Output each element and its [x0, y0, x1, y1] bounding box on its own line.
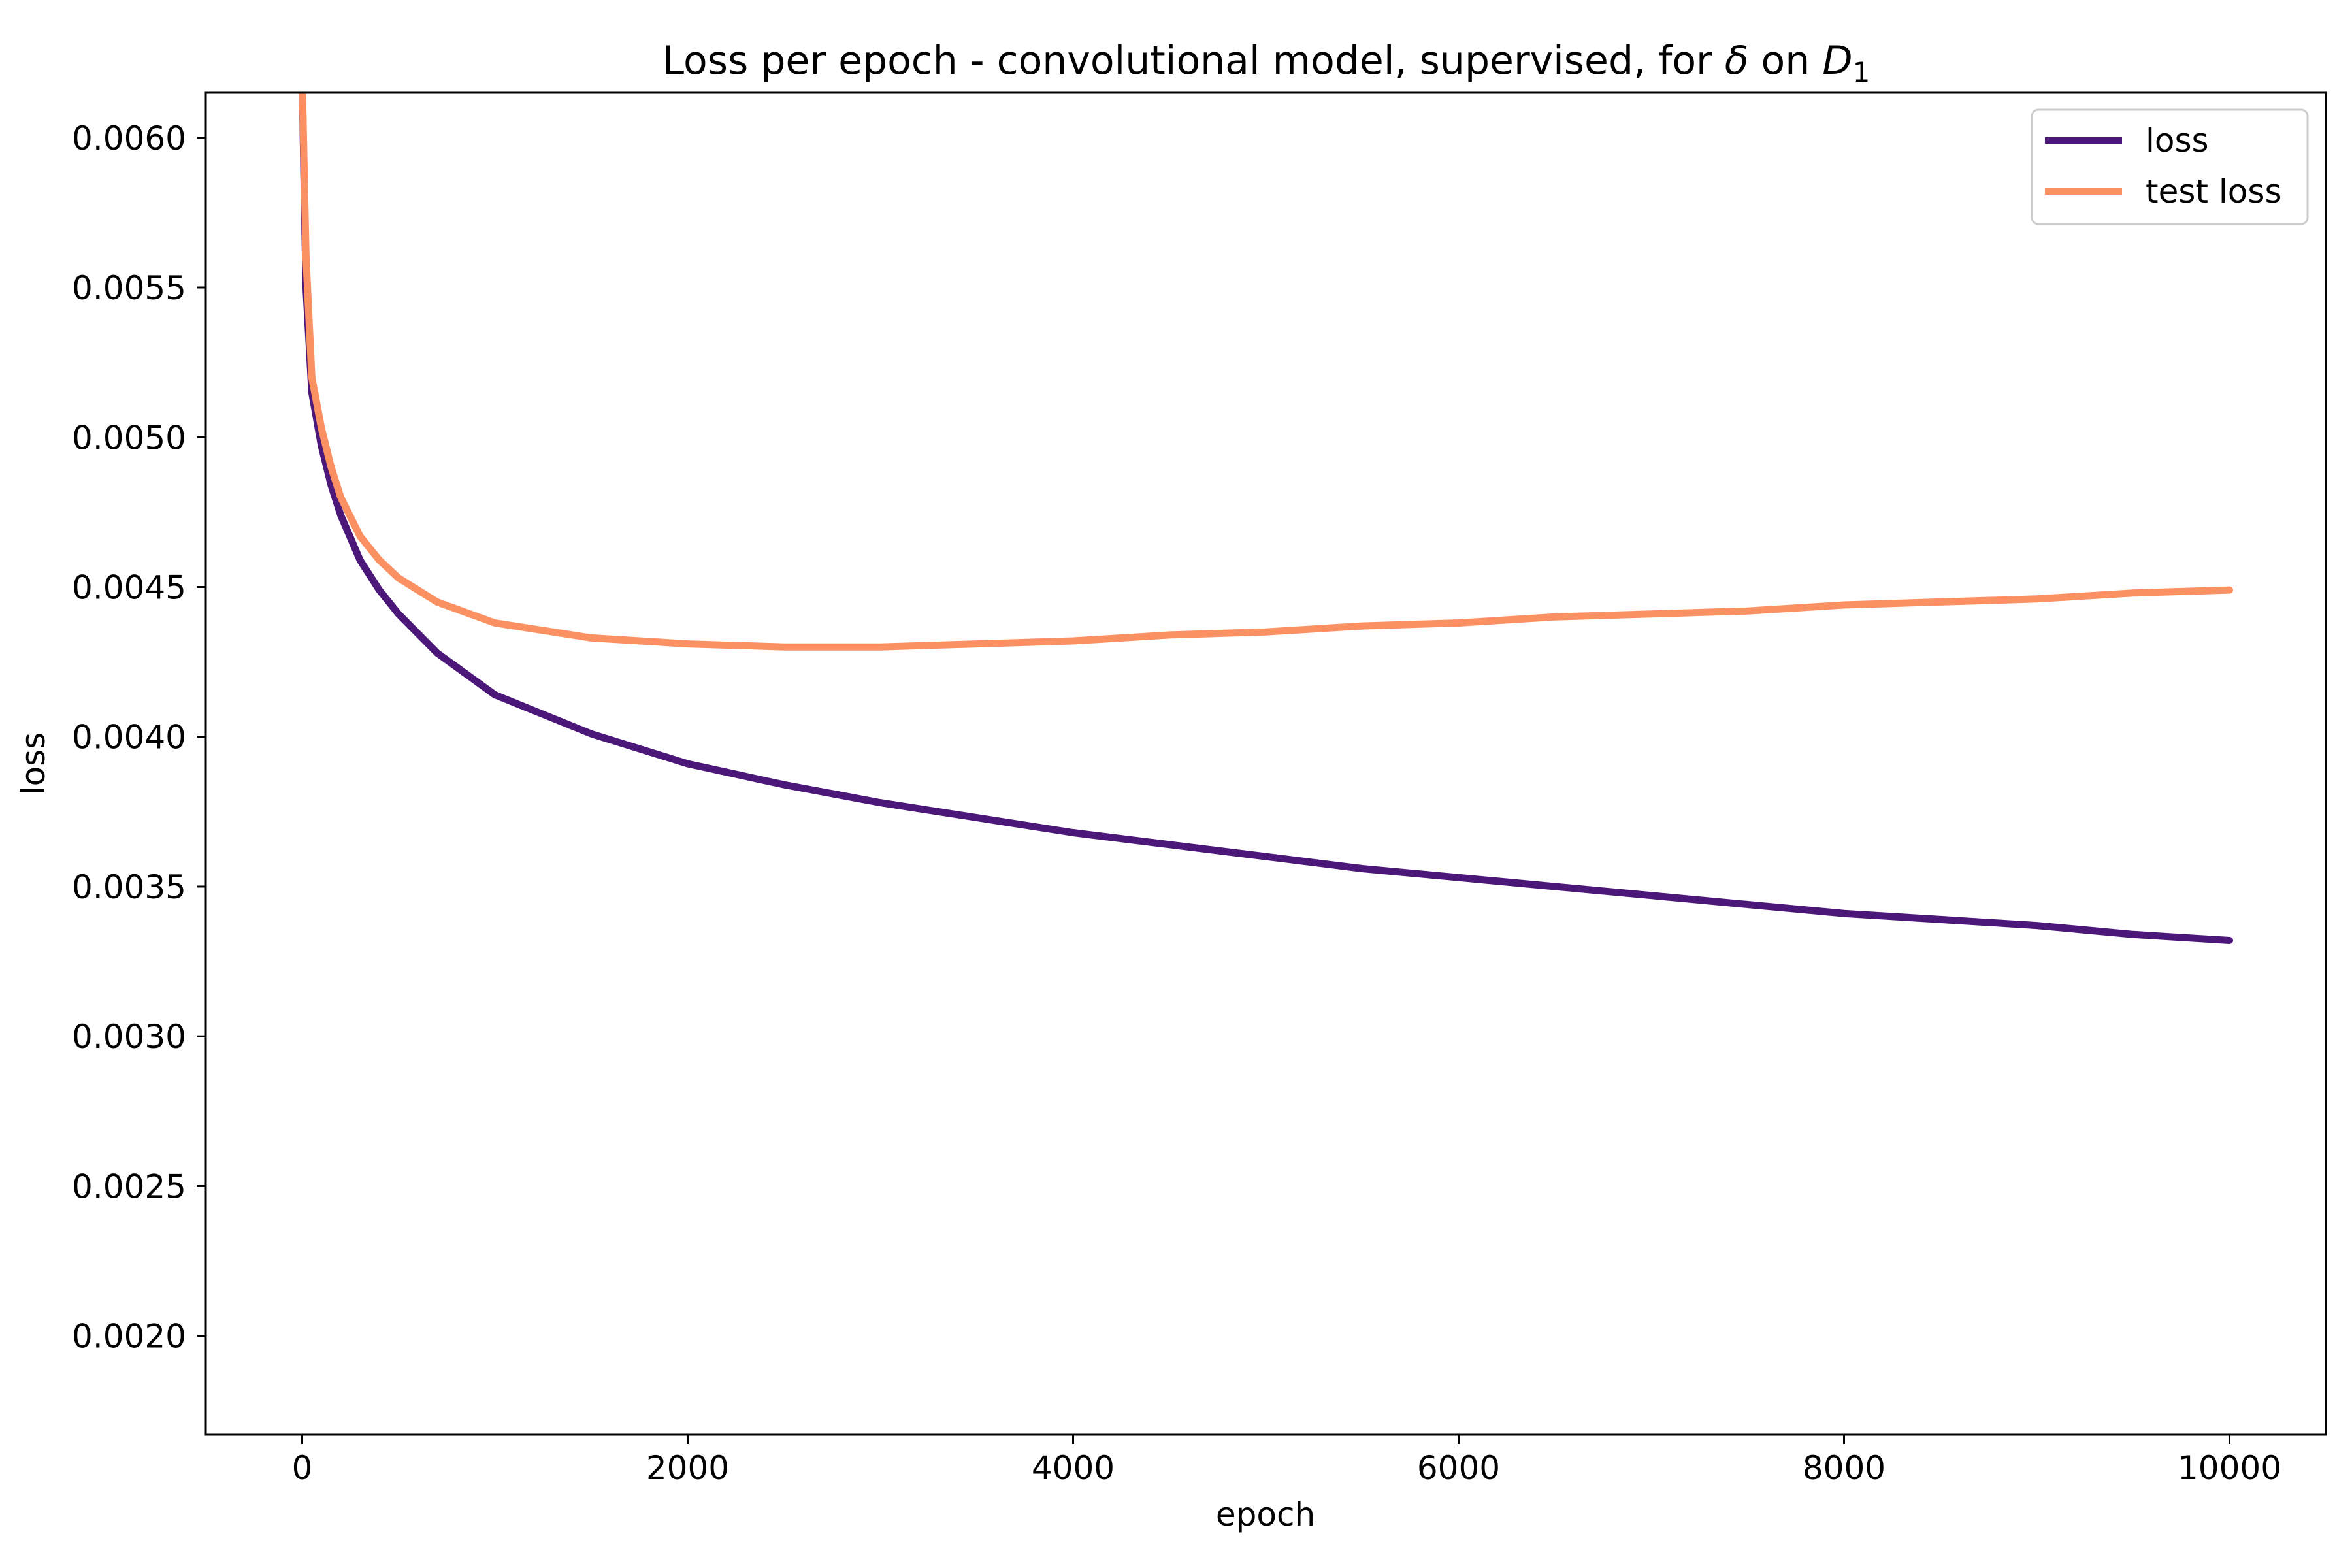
- legend-label-loss: loss: [2146, 122, 2209, 159]
- y-tick-label: 0.0025: [72, 1168, 186, 1205]
- x-tick-label: 0: [292, 1449, 313, 1487]
- y-axis: 0.0020 0.0025 0.0030 0.0035 0.0040 0.0045 0.00…: [72, 120, 206, 1356]
- y-tick-label: 0.0040: [72, 719, 186, 757]
- series-layer: [299, 93, 2233, 944]
- y-tick-label: 0.0060: [72, 120, 186, 157]
- y-tick-label: 0.0035: [72, 868, 186, 906]
- y-axis-label: loss: [14, 732, 52, 796]
- plot-frame: [204, 91, 2327, 1436]
- x-axis: 0 2000 4000 6000 8000 10000: [292, 1435, 2281, 1487]
- legend: loss test loss: [2031, 108, 2309, 225]
- chart-title: Loss per epoch - convolutional model, su…: [662, 38, 1870, 88]
- x-tick-label: 10000: [2178, 1449, 2281, 1487]
- legend-label-test-loss: test loss: [2146, 172, 2282, 210]
- x-tick-label: 4000: [1032, 1449, 1115, 1487]
- x-tick-label: 2000: [646, 1449, 729, 1487]
- x-tick-label: 6000: [1417, 1449, 1500, 1487]
- x-tick-label: 8000: [1803, 1449, 1886, 1487]
- y-tick-label: 0.0030: [72, 1018, 186, 1056]
- y-tick-label: 0.0050: [72, 419, 186, 457]
- series-line-loss: [299, 93, 2233, 944]
- y-tick-label: 0.0020: [72, 1318, 186, 1356]
- y-tick-label: 0.0055: [72, 269, 186, 307]
- y-tick-label: 0.0045: [72, 568, 186, 606]
- x-axis-label: epoch: [1216, 1495, 1315, 1533]
- series-line-test-loss: [299, 93, 2233, 651]
